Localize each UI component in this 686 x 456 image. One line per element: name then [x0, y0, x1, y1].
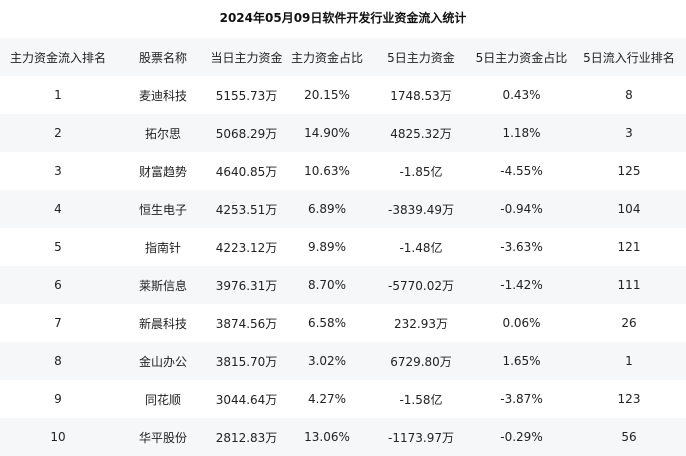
- header-stock-name: 股票名称: [138, 50, 187, 65]
- table-row: 5 指南针 4223.12万 9.89% -1.48亿 -3.63% 121: [0, 228, 686, 266]
- cell-daily-main-fund: 3976.31万: [215, 278, 278, 293]
- table-row: 7 新晨科技 3874.56万 6.58% 232.93万 0.06% 26: [0, 304, 686, 342]
- cell-5day-industry-rank: 121: [617, 240, 641, 254]
- cell-5day-main-fund: -1.48亿: [399, 240, 443, 255]
- cell-rank: 5: [54, 240, 62, 254]
- cell-5day-industry-rank: 26: [621, 316, 637, 330]
- cell-5day-main-fund-ratio: 0.43%: [502, 88, 541, 102]
- cell-rank: 6: [54, 278, 62, 292]
- cell-5day-industry-rank: 125: [617, 164, 641, 178]
- cell-5day-industry-rank: 1: [625, 354, 633, 368]
- cell-rank: 4: [54, 202, 62, 216]
- cell-5day-main-fund: -1173.97万: [388, 430, 454, 445]
- cell-5day-main-fund: -1.85亿: [399, 164, 443, 179]
- cell-5day-main-fund: 4825.32万: [390, 126, 452, 141]
- table-row: 1 麦迪科技 5155.73万 20.15% 1748.53万 0.43% 8: [0, 76, 686, 114]
- cell-5day-industry-rank: 56: [621, 430, 637, 444]
- cell-5day-main-fund-ratio: -0.94%: [500, 202, 543, 216]
- cell-5day-main-fund-ratio: -0.29%: [500, 430, 543, 444]
- cell-main-fund-ratio: 4.27%: [307, 392, 347, 406]
- cell-main-fund-ratio: 8.70%: [307, 278, 347, 292]
- cell-5day-industry-rank: 111: [617, 278, 641, 292]
- table-row: 9 同花顺 3044.64万 4.27% -1.58亿 -3.87% 123: [0, 380, 686, 418]
- cell-daily-main-fund: 3044.64万: [215, 392, 278, 407]
- cell-main-fund-ratio: 9.89%: [307, 240, 347, 254]
- header-rank: 主力资金流入排名: [9, 50, 106, 65]
- cell-stock-name: 莱斯信息: [138, 278, 187, 293]
- cell-main-fund-ratio: 3.02%: [307, 354, 347, 368]
- cell-5day-main-fund-ratio: 0.06%: [502, 316, 541, 330]
- cell-stock-name: 麦迪科技: [138, 88, 187, 103]
- table-row: 4 恒生电子 4253.51万 6.89% -3839.49万 -0.94% 104: [0, 190, 686, 228]
- cell-main-fund-ratio: 13.06%: [304, 430, 350, 444]
- cell-main-fund-ratio: 6.89%: [307, 202, 347, 216]
- fund-flow-table: 主力资金流入排名 股票名称 当日主力资金 主力资金占比 5日主力资金 5日主力资金占比 5日…: [0, 38, 686, 456]
- cell-stock-name: 拓尔思: [144, 126, 181, 141]
- cell-rank: 1: [54, 88, 62, 102]
- cell-5day-main-fund-ratio: -4.55%: [500, 164, 543, 178]
- cell-stock-name: 财富趋势: [138, 164, 187, 179]
- cell-5day-main-fund: 6729.80万: [390, 354, 452, 369]
- table-row: 6 莱斯信息 3976.31万 8.70% -5770.02万 -1.42% 111: [0, 266, 686, 304]
- cell-daily-main-fund: 3874.56万: [215, 316, 278, 331]
- cell-rank: 7: [54, 316, 62, 330]
- header-5day-industry-rank: 5日流入行业排名: [583, 50, 675, 65]
- cell-main-fund-ratio: 20.15%: [304, 88, 350, 102]
- table-row: 2 拓尔思 5068.29万 14.90% 4825.32万 1.18% 3: [0, 114, 686, 152]
- cell-rank: 9: [54, 392, 62, 406]
- cell-5day-main-fund-ratio: 1.65%: [502, 354, 541, 368]
- cell-stock-name: 金山办公: [138, 354, 187, 369]
- cell-5day-main-fund: 1748.53万: [390, 88, 452, 103]
- table-title: 2024年05月09日软件开发行业资金流入统计: [219, 11, 467, 25]
- cell-5day-main-fund: -5770.02万: [388, 278, 454, 293]
- header-main-fund-ratio: 主力资金占比: [290, 50, 363, 65]
- cell-daily-main-fund: 4253.51万: [215, 202, 278, 217]
- cell-stock-name: 指南针: [144, 240, 181, 255]
- cell-daily-main-fund: 5155.73万: [215, 88, 278, 103]
- table-row: 10 华平股份 2812.83万 13.06% -1173.97万 -0.29% 56: [0, 418, 686, 456]
- cell-5day-main-fund: -3839.49万: [388, 202, 454, 217]
- cell-daily-main-fund: 2812.83万: [215, 430, 278, 445]
- cell-5day-industry-rank: 123: [617, 392, 641, 406]
- cell-5day-industry-rank: 3: [625, 126, 633, 140]
- table-row: 3 财富趋势 4640.85万 10.63% -1.85亿 -4.55% 125: [0, 152, 686, 190]
- cell-5day-main-fund-ratio: -1.42%: [500, 278, 543, 292]
- cell-5day-main-fund-ratio: -3.63%: [500, 240, 543, 254]
- header-5day-main-fund: 5日主力资金: [387, 50, 455, 65]
- cell-5day-main-fund: -1.58亿: [399, 392, 443, 407]
- cell-stock-name: 恒生电子: [138, 202, 187, 217]
- cell-main-fund-ratio: 10.63%: [304, 164, 350, 178]
- cell-stock-name: 新晨科技: [138, 316, 187, 331]
- cell-5day-main-fund-ratio: 1.18%: [502, 126, 541, 140]
- cell-5day-industry-rank: 8: [625, 88, 633, 102]
- cell-stock-name: 同花顺: [144, 392, 181, 407]
- cell-5day-main-fund-ratio: -3.87%: [500, 392, 543, 406]
- cell-rank: 2: [54, 126, 62, 140]
- header-5day-main-fund-ratio: 5日主力资金占比: [475, 50, 568, 65]
- cell-stock-name: 华平股份: [138, 430, 187, 445]
- cell-rank: 10: [50, 430, 66, 444]
- cell-daily-main-fund: 4640.85万: [215, 164, 278, 179]
- cell-rank: 3: [54, 164, 62, 178]
- cell-main-fund-ratio: 6.58%: [307, 316, 347, 330]
- header-row: 主力资金流入排名 股票名称 当日主力资金 主力资金占比 5日主力资金 5日主力资金占比 5日…: [0, 38, 686, 76]
- cell-daily-main-fund: 5068.29万: [215, 126, 278, 141]
- cell-5day-main-fund: 232.93万: [394, 316, 448, 331]
- cell-daily-main-fund: 3815.70万: [215, 354, 278, 369]
- cell-main-fund-ratio: 14.90%: [304, 126, 350, 140]
- header-daily-main-fund: 当日主力资金: [210, 50, 283, 65]
- cell-daily-main-fund: 4223.12万: [215, 240, 278, 255]
- cell-rank: 8: [54, 354, 62, 368]
- cell-5day-industry-rank: 104: [617, 202, 641, 216]
- table-row: 8 金山办公 3815.70万 3.02% 6729.80万 1.65% 1: [0, 342, 686, 380]
